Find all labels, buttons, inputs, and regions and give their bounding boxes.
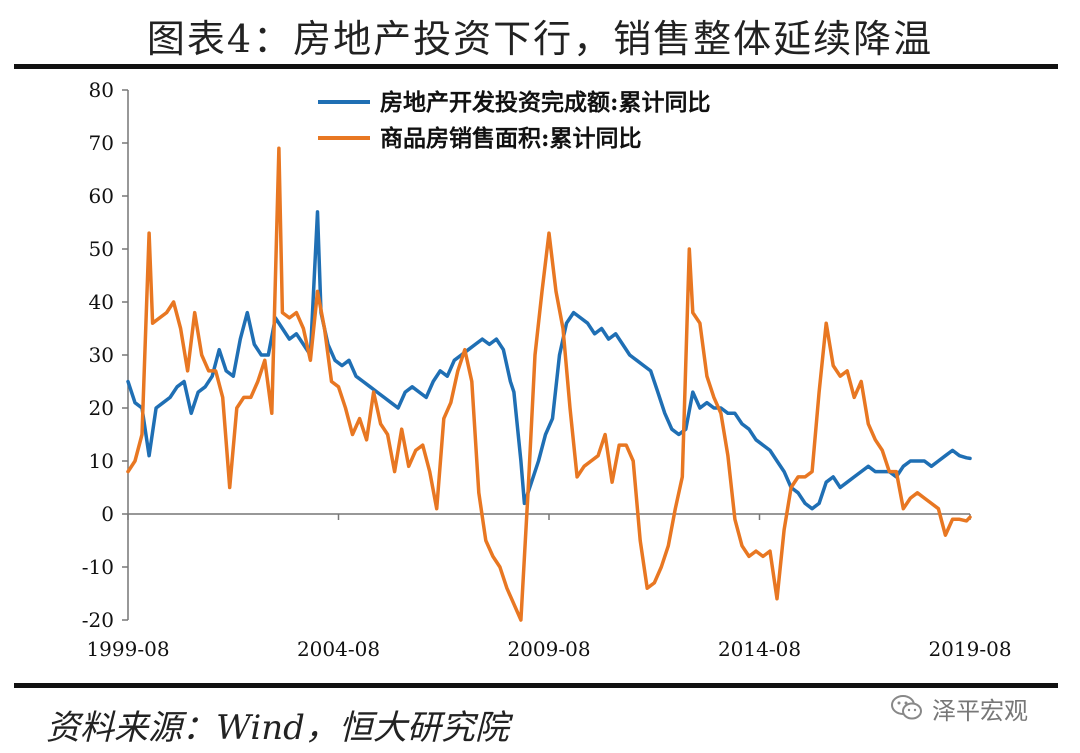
top-rule bbox=[14, 64, 1058, 69]
legend-label-2: 商品房销售面积:累计同比 bbox=[380, 125, 642, 152]
watermark-label: 泽平宏观 bbox=[932, 696, 1028, 725]
y-tick-label: 20 bbox=[89, 396, 114, 420]
y-tick-label: 50 bbox=[89, 237, 114, 261]
y-tick-label: 70 bbox=[89, 131, 114, 155]
x-tick-label: 2004-08 bbox=[297, 637, 380, 661]
series-layer bbox=[126, 146, 972, 622]
x-tick-label: 2014-08 bbox=[718, 637, 801, 661]
series-line-1 bbox=[126, 210, 972, 511]
watermark: 泽平宏观 bbox=[890, 688, 1028, 728]
wechat-icon bbox=[891, 695, 922, 720]
x-tick-label: 1999-08 bbox=[86, 637, 169, 661]
x-tick-label: 2009-08 bbox=[507, 637, 590, 661]
y-tick-label: 30 bbox=[89, 343, 114, 367]
line-chart: -20 -10 0 10 20 30 40 50 60 70 80 1999-08 2004-08 200… bbox=[82, 78, 1012, 661]
y-tick-label: -10 bbox=[82, 555, 114, 579]
legend-label-1: 房地产开发投资完成额:累计同比 bbox=[380, 89, 711, 116]
series-line-2 bbox=[126, 146, 972, 622]
figure-title: 图表4：房地产投资下行，销售整体延续降温 bbox=[146, 17, 934, 61]
source-note: 资料来源：Wind，恒大研究院 bbox=[46, 708, 509, 748]
y-tick-label: 10 bbox=[89, 449, 114, 473]
y-tick-label: 80 bbox=[89, 78, 114, 102]
y-tick-label: 40 bbox=[89, 290, 114, 314]
y-tick-label: -20 bbox=[82, 608, 114, 632]
bottom-rule bbox=[14, 683, 1058, 688]
y-tick-label: 0 bbox=[101, 502, 114, 526]
x-tick-label: 2019-08 bbox=[928, 637, 1011, 661]
y-tick-label: 60 bbox=[89, 184, 114, 208]
chart-axes: -20 -10 0 10 20 30 40 50 60 70 80 1999-08 2004-08 200… bbox=[82, 78, 1012, 661]
